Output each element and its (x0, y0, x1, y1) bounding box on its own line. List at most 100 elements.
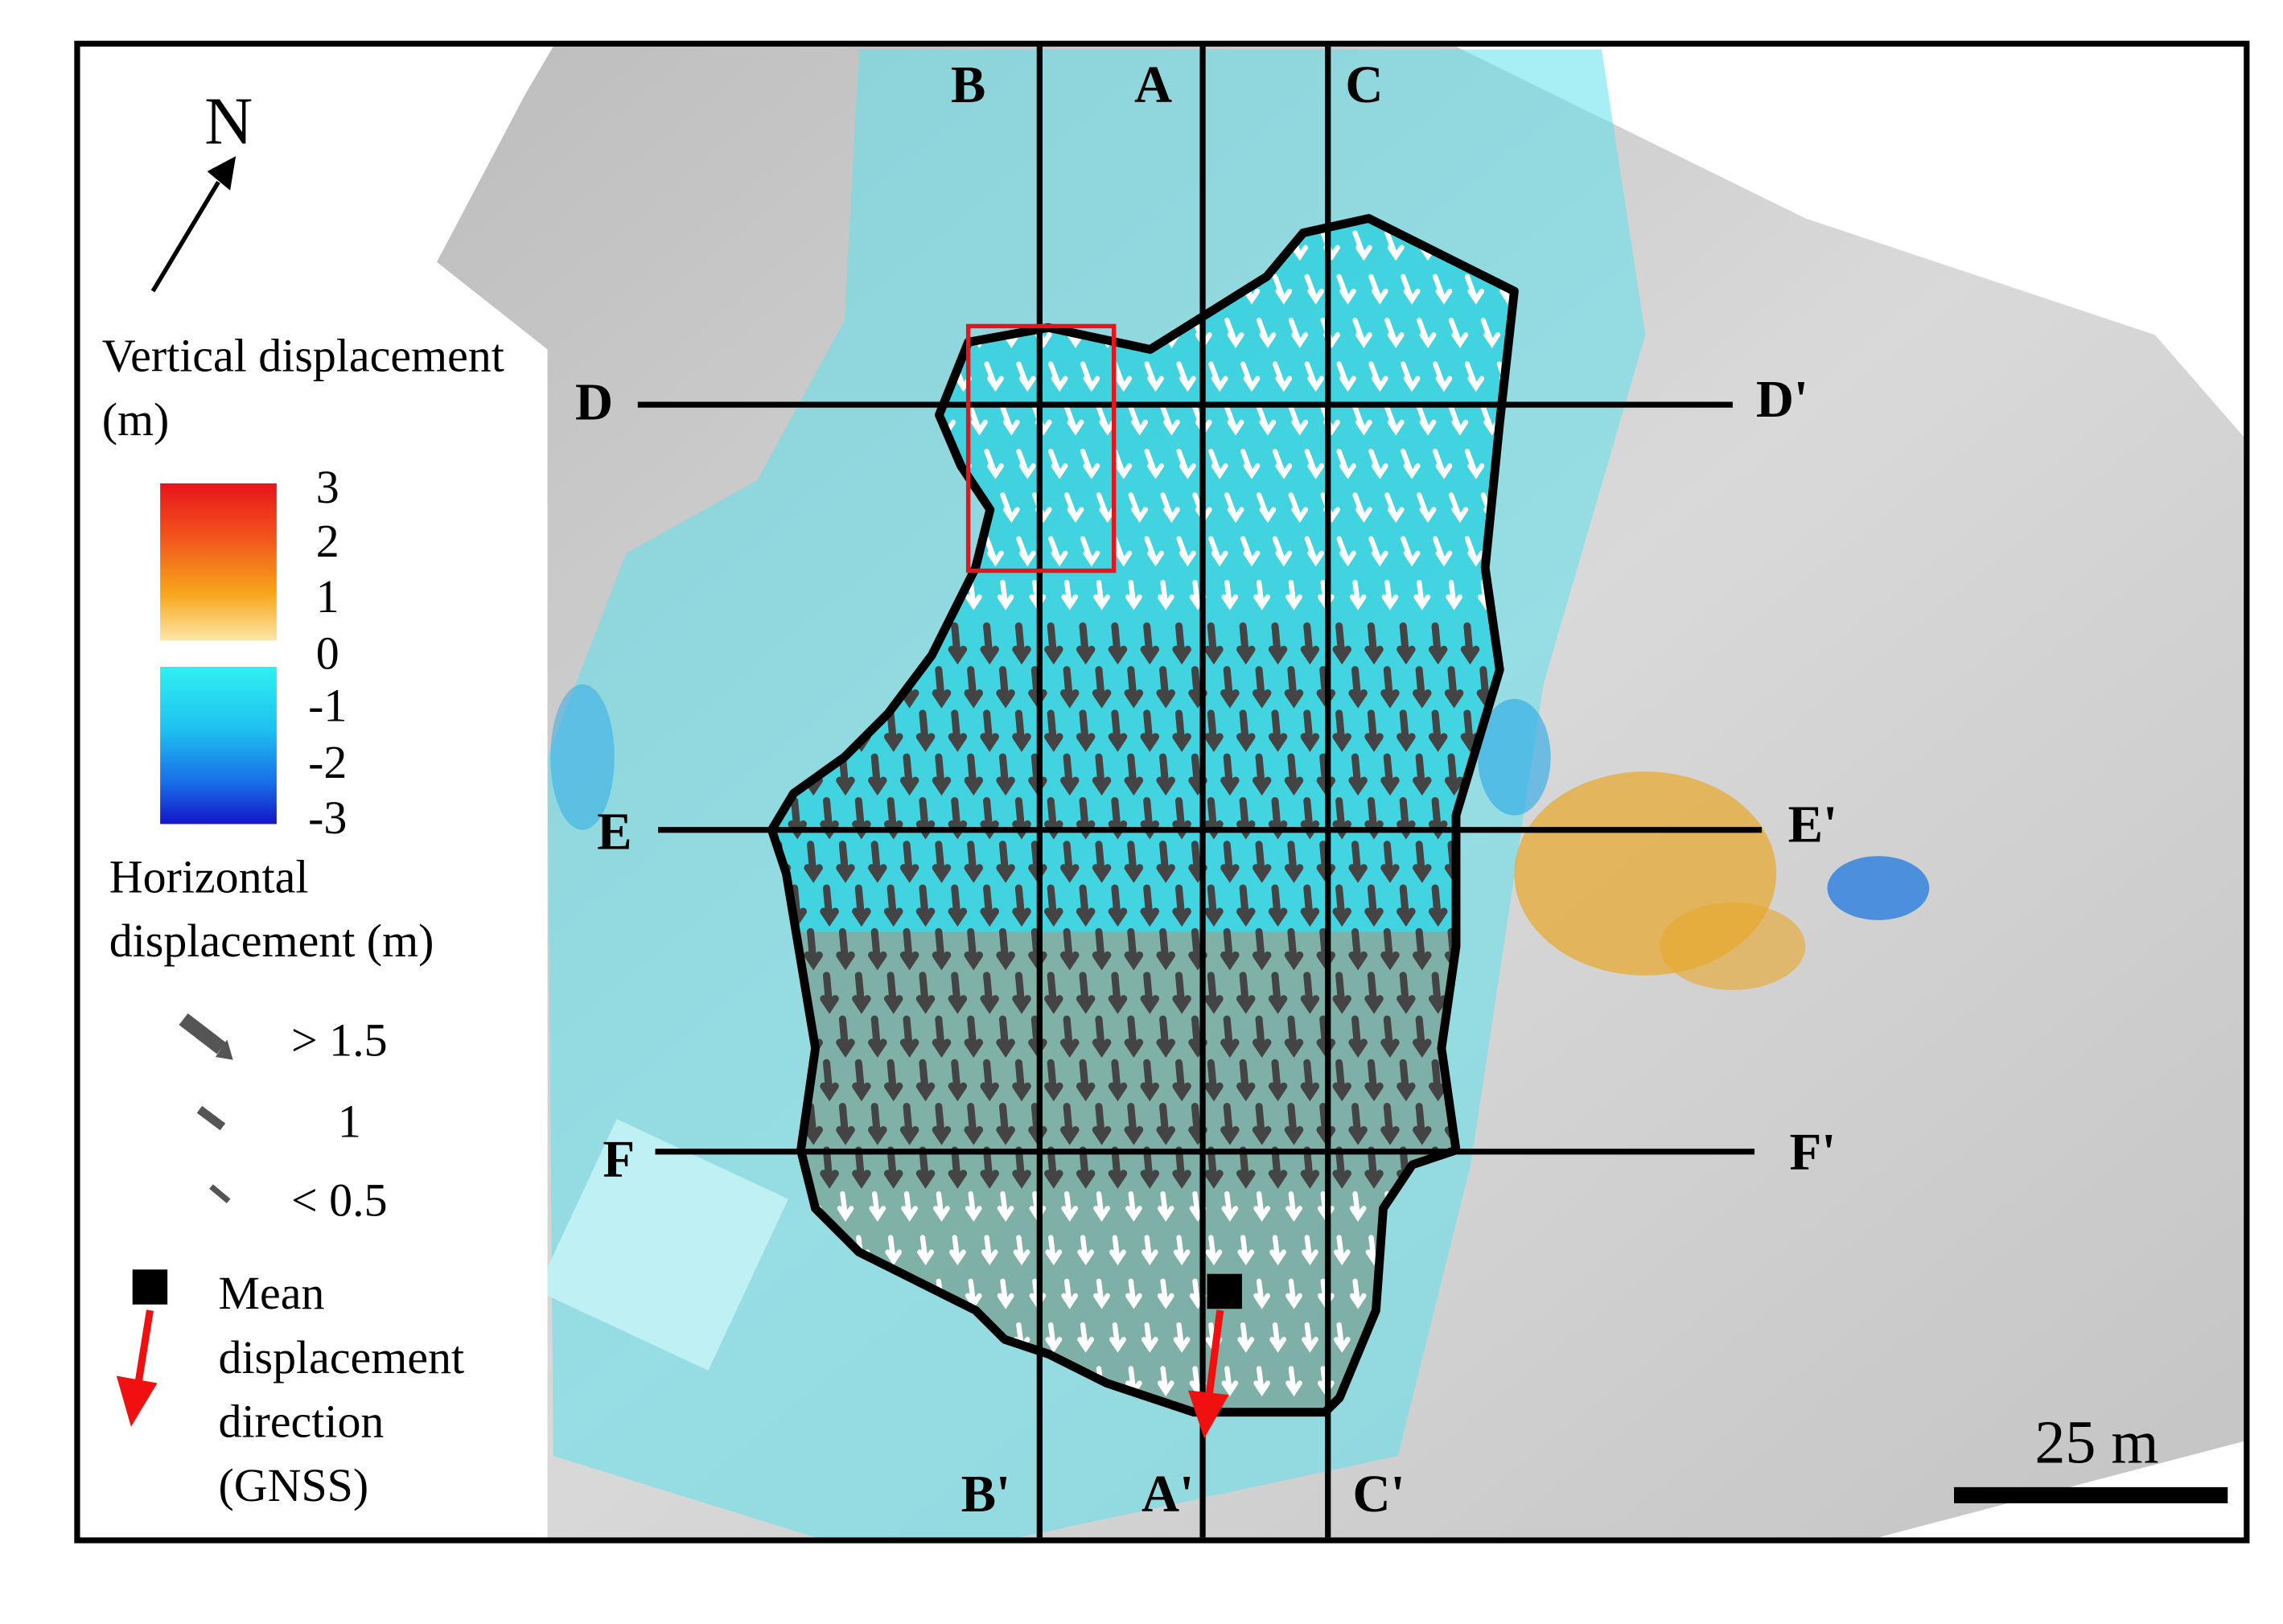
displacement-arrow (1272, 273, 1293, 305)
displacement-arrow (996, 841, 1015, 883)
displacement-arrow (1253, 1278, 1271, 1309)
displacement-arrow (948, 884, 968, 927)
displacement-arrow (932, 1015, 952, 1058)
displacement-arrow (1256, 492, 1277, 524)
displacement-arrow (820, 884, 839, 927)
displacement-arrow (980, 884, 999, 927)
displacement-arrow (1284, 1015, 1304, 1058)
displacement-arrow (1012, 709, 1031, 752)
displacement-arrow (1109, 1322, 1126, 1353)
displacement-arrow (965, 1191, 982, 1222)
displacement-arrow (1176, 361, 1196, 393)
displacement-arrow (984, 536, 1004, 567)
displacement-arrow (868, 841, 887, 883)
displacement-arrow (1416, 318, 1437, 348)
displacement-arrow (1268, 884, 1288, 927)
displacement-arrow (1156, 753, 1175, 796)
displacement-arrow (1059, 841, 1080, 883)
north-label: N (204, 84, 253, 158)
displacement-arrow (1397, 884, 1416, 927)
displacement-arrow (1044, 622, 1063, 665)
displacement-arrow (1268, 972, 1288, 1014)
subsidence-zone (1827, 856, 1930, 920)
scale-label: 25 m (2034, 1408, 2158, 1476)
displacement-arrow (915, 972, 936, 1014)
displacement-arrow (1352, 405, 1372, 436)
displacement-arrow (1364, 972, 1384, 1014)
displacement-arrow (1156, 666, 1175, 709)
displacement-arrow (1253, 1191, 1271, 1222)
displacement-arrow (1141, 1322, 1158, 1353)
displacement-arrow (1397, 1059, 1416, 1102)
displacement-arrow (1413, 753, 1432, 796)
displacement-arrow (1157, 1191, 1174, 1222)
displacement-arrow (1332, 622, 1351, 665)
displacement-arrow (1252, 1103, 1272, 1145)
displacement-arrow (1000, 492, 1020, 524)
displacement-arrow (1349, 1191, 1367, 1222)
gnss-station (1207, 1273, 1242, 1309)
displacement-arrow (1125, 579, 1142, 611)
displacement-arrow (836, 927, 855, 971)
displacement-arrow (964, 1015, 984, 1058)
displacement-arrow (1077, 1235, 1095, 1266)
displacement-arrow (804, 841, 823, 883)
displacement-arrow (1108, 622, 1128, 665)
north-arrow (150, 180, 220, 293)
displacement-arrow (1252, 841, 1272, 883)
displacement-arrow (1205, 1235, 1223, 1266)
displacement-arrow (932, 753, 952, 796)
displacement-arrow (1112, 361, 1133, 393)
displacement-arrow (1252, 753, 1272, 796)
displacement-arrow (1332, 1059, 1351, 1102)
displacement-arrow (1348, 1015, 1368, 1058)
colorbar-tick-label: -2 (308, 736, 347, 788)
displacement-arrow (1448, 318, 1469, 348)
displacement-arrow (1300, 972, 1320, 1014)
displacement-arrow (1268, 1146, 1288, 1189)
displacement-arrow (948, 709, 968, 752)
displacement-arrow (1048, 448, 1068, 479)
displacement-arrow (1016, 536, 1036, 567)
displacement-arrow (964, 1103, 984, 1145)
displacement-arrow (1045, 1322, 1063, 1353)
displacement-arrow (1256, 405, 1277, 436)
displacement-arrow (852, 884, 871, 927)
colorbar-negative (160, 666, 277, 824)
displacement-arrow (1092, 753, 1112, 796)
displacement-arrow (1288, 492, 1309, 524)
displacement-arrow (1448, 492, 1469, 524)
displacement-arrow (1076, 1059, 1096, 1102)
displacement-arrow (820, 972, 839, 1014)
displacement-arrow (1236, 1146, 1256, 1189)
displacement-arrow (1397, 622, 1416, 665)
displacement-arrow (1381, 579, 1399, 611)
displacement-arrow (1444, 753, 1464, 796)
displacement-arrow (852, 1059, 871, 1102)
displacement-arrow (899, 927, 919, 971)
displacement-arrow (1044, 1059, 1063, 1102)
displacement-arrow (1349, 1278, 1367, 1309)
displacement-arrow (1124, 753, 1144, 796)
displacement-arrow (1432, 448, 1453, 479)
gnss-symbol (132, 1269, 168, 1305)
displacement-arrow (1048, 361, 1068, 393)
displacement-arrow (1397, 972, 1416, 1014)
displacement-arrow (1093, 579, 1110, 611)
displacement-arrow (1332, 1146, 1351, 1189)
profile-label: A' (1142, 1466, 1194, 1523)
displacement-arrow (1380, 841, 1400, 883)
displacement-arrow (1301, 1322, 1318, 1353)
displacement-arrow (1016, 361, 1036, 393)
displacement-arrow (1144, 448, 1164, 479)
displacement-arrow (1220, 753, 1240, 796)
displacement-arrow (1464, 536, 1485, 567)
arrow-symbol-small (209, 1184, 231, 1204)
displacement-arrow (1092, 666, 1112, 709)
displacement-arrow (1428, 709, 1448, 752)
displacement-arrow (1092, 1015, 1112, 1058)
displacement-arrow (1204, 1059, 1224, 1102)
displacement-arrow (1428, 972, 1448, 1014)
displacement-arrow (1448, 405, 1469, 436)
displacement-arrow (1428, 884, 1448, 927)
